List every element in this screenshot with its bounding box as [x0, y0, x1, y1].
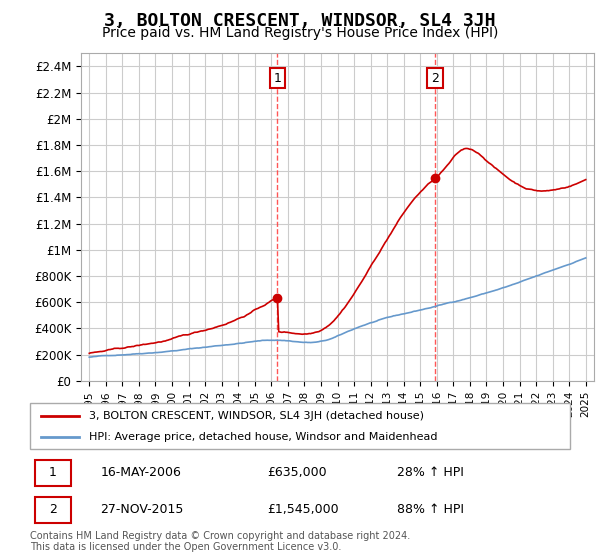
- Text: 1: 1: [49, 466, 56, 479]
- Text: 2: 2: [431, 72, 439, 85]
- Text: Contains HM Land Registry data © Crown copyright and database right 2024.
This d: Contains HM Land Registry data © Crown c…: [30, 531, 410, 553]
- FancyBboxPatch shape: [35, 460, 71, 487]
- Text: Price paid vs. HM Land Registry's House Price Index (HPI): Price paid vs. HM Land Registry's House …: [102, 26, 498, 40]
- Text: 27-NOV-2015: 27-NOV-2015: [100, 503, 184, 516]
- Text: 28% ↑ HPI: 28% ↑ HPI: [397, 466, 464, 479]
- Text: 3, BOLTON CRESCENT, WINDSOR, SL4 3JH: 3, BOLTON CRESCENT, WINDSOR, SL4 3JH: [104, 12, 496, 30]
- Text: HPI: Average price, detached house, Windsor and Maidenhead: HPI: Average price, detached house, Wind…: [89, 432, 438, 442]
- Text: 16-MAY-2006: 16-MAY-2006: [100, 466, 181, 479]
- Text: 3, BOLTON CRESCENT, WINDSOR, SL4 3JH (detached house): 3, BOLTON CRESCENT, WINDSOR, SL4 3JH (de…: [89, 410, 424, 421]
- Text: 1: 1: [274, 72, 281, 85]
- FancyBboxPatch shape: [35, 497, 71, 523]
- FancyBboxPatch shape: [30, 403, 570, 449]
- Text: 88% ↑ HPI: 88% ↑ HPI: [397, 503, 464, 516]
- Text: £635,000: £635,000: [268, 466, 327, 479]
- Text: £1,545,000: £1,545,000: [268, 503, 339, 516]
- Text: 2: 2: [49, 503, 56, 516]
